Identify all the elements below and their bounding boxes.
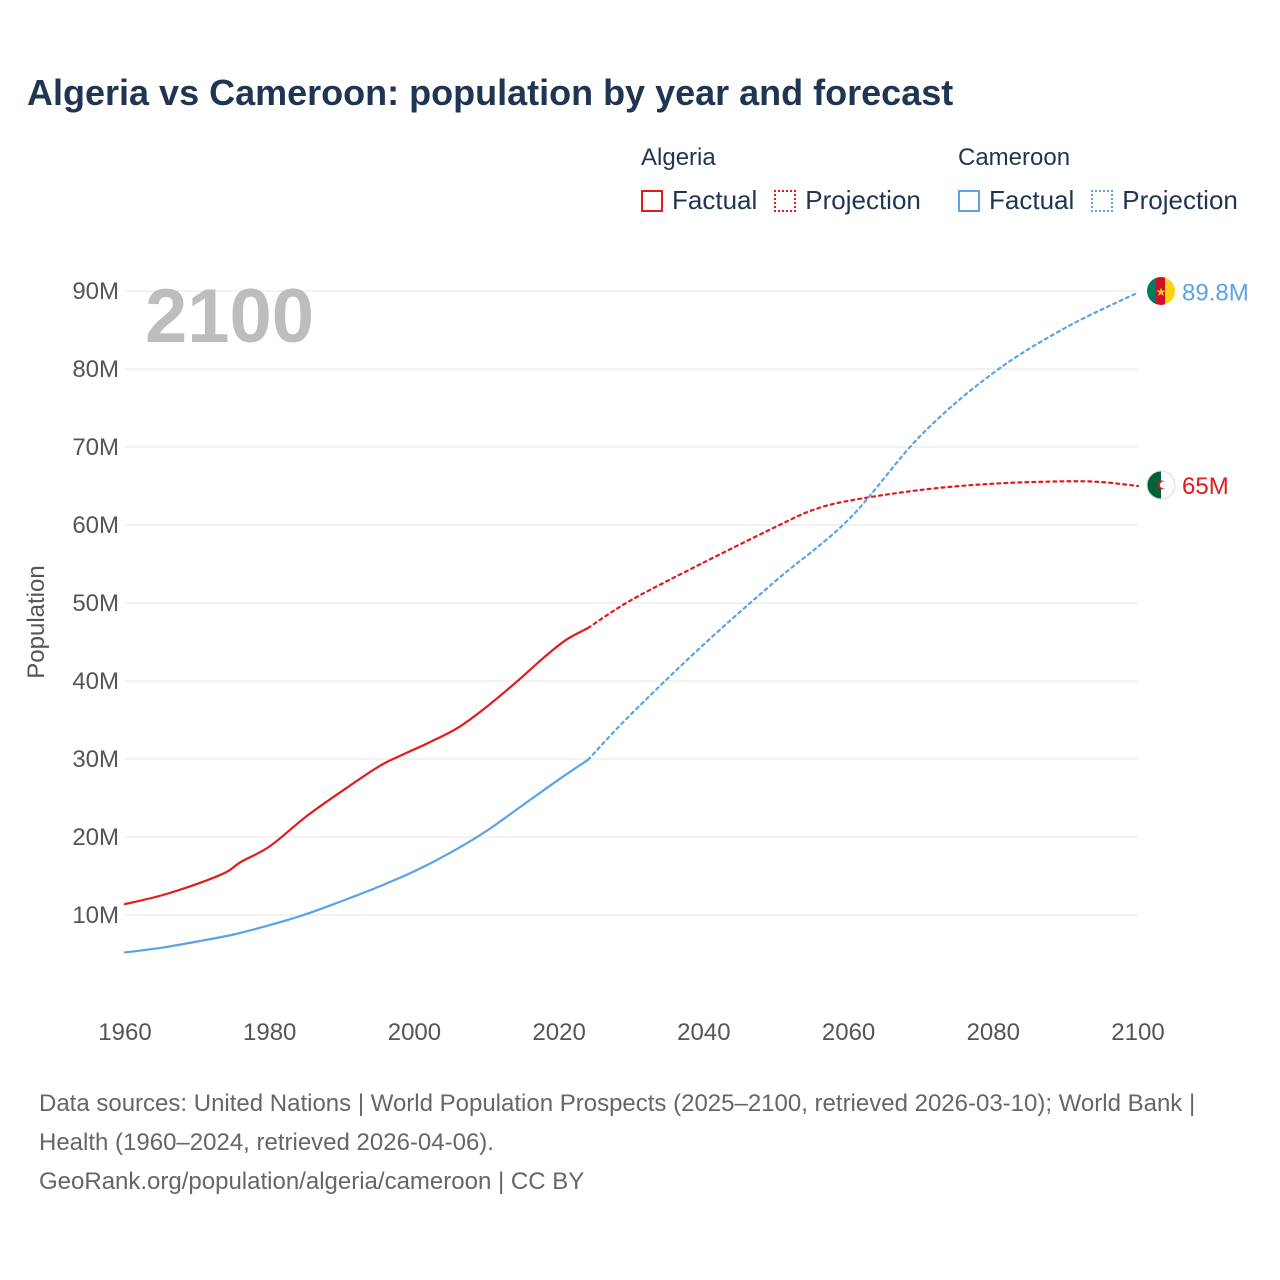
svg-text:★: ★ [1156, 285, 1167, 299]
legend-item-algeria-factual[interactable]: Factual [641, 185, 757, 216]
x-tick-label: 2020 [532, 1019, 585, 1046]
chart-title: Algeria vs Cameroon: population by year … [27, 72, 954, 113]
legend-label: Projection [1122, 185, 1238, 215]
y-tick-label: 90M [72, 278, 119, 305]
footer: Data sources: United Nations | World Pop… [39, 1084, 1239, 1201]
x-tick-label: 2060 [822, 1019, 875, 1046]
series-line-cameroon-projection[interactable] [587, 291, 1140, 761]
y-axis-label: Population [23, 565, 50, 678]
end-label-algeria: 65M [1182, 473, 1229, 500]
series-line-algeria-factual[interactable] [123, 626, 590, 906]
series-line-algeria-projection[interactable] [587, 480, 1140, 630]
x-tick-label: 2040 [677, 1019, 730, 1046]
legend-group-algeria: Algeria Factual Projection [641, 143, 921, 216]
y-tick-label: 30M [72, 746, 119, 773]
year-watermark: 2100 [145, 274, 314, 359]
legend-group-title-cameroon: Cameroon [958, 144, 1071, 171]
y-tick-label: 50M [72, 590, 119, 617]
x-tick-label: 1960 [98, 1019, 151, 1046]
y-tick-label: 80M [72, 356, 119, 383]
x-tick-label: 2100 [1111, 1019, 1164, 1046]
legend-label: Factual [672, 185, 758, 215]
legend-item-cameroon-factual[interactable]: Factual [958, 185, 1074, 216]
footer-sources: Data sources: United Nations | World Pop… [39, 1090, 1196, 1156]
x-tick-label: 2080 [967, 1019, 1020, 1046]
y-tick-label: 10M [72, 902, 119, 929]
legend-swatch-dotted-icon [774, 189, 797, 212]
legend-group-title-algeria: Algeria [641, 144, 716, 171]
legend-swatch-solid-icon [958, 189, 980, 212]
chart-plot: 10M 20M 30M 40M 50M 60M 70M 80M 90M 1960 1980 2000 2… [23, 274, 1249, 1046]
x-tick-label: 1980 [243, 1019, 296, 1046]
x-tick-label: 2000 [388, 1019, 441, 1046]
footer-credit: GeoRank.org/population/algeria/cameroon … [39, 1168, 585, 1195]
legend-swatch-solid-icon [641, 189, 663, 212]
y-tick-label: 70M [72, 434, 119, 461]
algeria-flag-icon [1146, 470, 1176, 500]
y-tick-label: 20M [72, 824, 119, 851]
end-label-cameroon: 89.8M [1182, 280, 1249, 307]
y-tick-label: 60M [72, 512, 119, 539]
legend-item-algeria-projection[interactable]: Projection [774, 185, 921, 216]
legend-label: Projection [805, 185, 921, 215]
y-tick-label: 40M [72, 668, 119, 695]
legend-item-cameroon-projection[interactable]: Projection [1091, 185, 1238, 216]
legend-swatch-dotted-icon [1091, 189, 1114, 212]
series-line-cameroon-factual[interactable] [123, 758, 590, 954]
cameroon-flag-icon: ★ [1147, 277, 1175, 305]
legend-group-cameroon: Cameroon Factual Projection [958, 143, 1238, 216]
legend-label: Factual [989, 185, 1075, 215]
